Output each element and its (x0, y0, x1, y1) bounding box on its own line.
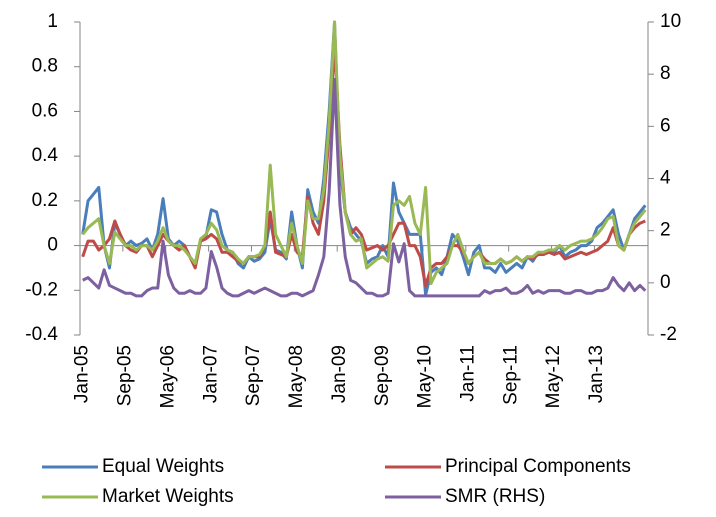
y2-tick-label: -2 (660, 324, 677, 345)
y-tick-label: 0 (47, 235, 58, 256)
y-tick-label: 0.6 (32, 100, 58, 121)
x-tick-label: Jan-11 (458, 345, 479, 402)
x-tick-label: Jan-09 (329, 345, 350, 403)
y-tick-label: 0.2 (32, 190, 58, 211)
x-tick-label: Sep-07 (243, 345, 264, 406)
series-line (81, 42, 646, 288)
y-tick-label: 1 (47, 11, 58, 32)
y-tick-label: 0.4 (32, 145, 59, 166)
x-tick-label: May-06 (157, 345, 178, 408)
x-tick-label: Sep-05 (115, 345, 136, 406)
x-tick-label: May-08 (286, 345, 307, 408)
y-tick-label: -0.2 (25, 279, 58, 300)
y-tick-label: -0.4 (25, 324, 58, 345)
y2-tick-label: 6 (660, 115, 671, 136)
x-tick-label: Jan-05 (72, 345, 93, 403)
series-line (82, 77, 647, 298)
y2-tick-label: 10 (660, 11, 681, 32)
y2-tick-label: 4 (660, 168, 671, 189)
y2-tick-label: 0 (660, 272, 671, 293)
legend-label: SMR (RHS) (445, 486, 545, 507)
legend-label: Equal Weights (102, 456, 224, 477)
series-line (81, 20, 647, 286)
x-tick-label: May-12 (543, 345, 564, 408)
x-tick-label: Sep-11 (500, 345, 521, 405)
legend-label: Principal Components (445, 456, 631, 477)
x-tick-label: Jan-07 (200, 345, 221, 403)
x-tick-label: May-10 (415, 345, 436, 408)
y2-tick-label: 2 (660, 220, 671, 241)
x-tick-label: Sep-09 (372, 345, 393, 406)
legend-label: Market Weights (102, 486, 234, 507)
y-tick-label: 0.8 (32, 56, 58, 77)
y2-tick-label: 8 (660, 63, 671, 84)
x-tick-label: Jan-13 (586, 345, 607, 403)
